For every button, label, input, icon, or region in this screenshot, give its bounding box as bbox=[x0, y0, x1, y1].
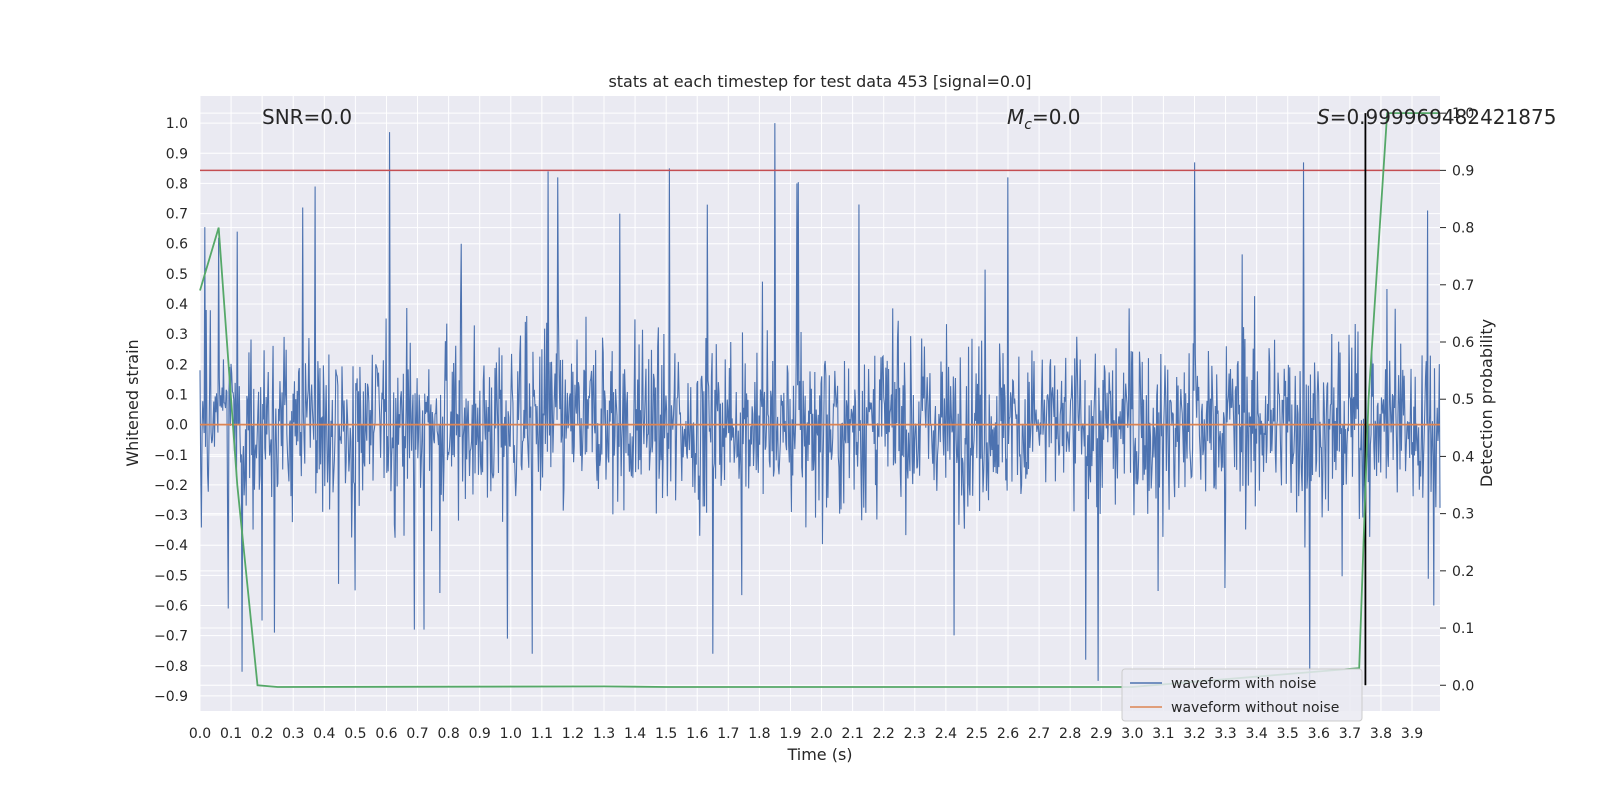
x-tick-label: 2.3 bbox=[904, 726, 926, 742]
y-tick-label: 0.8 bbox=[166, 176, 188, 192]
legend-label-clean: waveform without noise bbox=[1171, 700, 1339, 716]
x-tick-label: 3.4 bbox=[1246, 726, 1268, 742]
y2-tick-label: 0.7 bbox=[1452, 278, 1474, 294]
x-tick-label: 1.3 bbox=[593, 726, 615, 742]
x-tick-label: 3.6 bbox=[1308, 726, 1330, 742]
x-tick-label: 1.0 bbox=[500, 726, 522, 742]
y-tick-label: −0.3 bbox=[154, 508, 188, 524]
y-tick-label: −0.9 bbox=[154, 689, 188, 705]
x-tick-label: 3.2 bbox=[1183, 726, 1205, 742]
legend-label-noise: waveform with noise bbox=[1171, 676, 1316, 692]
legend: waveform with noise waveform without noi… bbox=[1121, 668, 1363, 722]
y2-tick-label: 0.1 bbox=[1452, 621, 1474, 637]
y-tick-label: −0.1 bbox=[154, 448, 188, 464]
y2-axis-label: Detection probability bbox=[1477, 319, 1496, 487]
annotation-score: S=0.999969482421875 bbox=[1317, 105, 1556, 129]
annotation-s-value: =0.999969482421875 bbox=[1330, 105, 1557, 129]
reference-lines bbox=[200, 113, 1440, 686]
x-tick-label: 1.8 bbox=[748, 726, 770, 742]
x-tick-label: 0.2 bbox=[251, 726, 273, 742]
x-tick-label: 0.1 bbox=[220, 726, 242, 742]
x-tick-label: 3.7 bbox=[1339, 726, 1361, 742]
annotation-mc-symbol: M bbox=[1007, 105, 1024, 129]
y2-tick-label: 0.0 bbox=[1452, 678, 1474, 694]
annotation-mc-value: =0.0 bbox=[1032, 105, 1081, 129]
x-tick-label: 3.5 bbox=[1277, 726, 1299, 742]
y-tick-label: −0.5 bbox=[154, 568, 188, 584]
annotation-snr: SNR=0.0 bbox=[262, 105, 352, 129]
y-tick-label: 0.9 bbox=[166, 146, 188, 162]
y2-axis-ticks: 0.0 0.1 0.2 0.3 0.4 0.5 0.6 0.7 0.8 0.9 1.0 bbox=[1440, 106, 1474, 694]
x-tick-label: 0.6 bbox=[375, 726, 397, 742]
y2-tick-label: 1.0 bbox=[1452, 106, 1474, 122]
y-tick-label: 1.0 bbox=[166, 116, 188, 132]
x-tick-label: 0.4 bbox=[313, 726, 335, 742]
probability-line bbox=[199, 112, 1440, 688]
y-tick-label: −0.4 bbox=[154, 538, 188, 554]
x-tick-label: 1.1 bbox=[531, 726, 553, 742]
y-tick-label: −0.8 bbox=[154, 659, 188, 675]
annotation-chirp-mass: Mc=0.0 bbox=[1007, 105, 1081, 133]
x-tick-label: 2.2 bbox=[873, 726, 895, 742]
x-tick-label: 2.8 bbox=[1059, 726, 1081, 742]
y-axis-ticks: −0.9 −0.8 −0.7 −0.6 −0.5 −0.4 −0.3 −0.2 −0.1 0.0 0… bbox=[154, 116, 188, 705]
x-tick-label: 2.1 bbox=[841, 726, 863, 742]
y2-tick-label: 0.3 bbox=[1452, 507, 1474, 523]
x-tick-label: 0.0 bbox=[189, 726, 211, 742]
x-tick-label: 1.5 bbox=[655, 726, 677, 742]
x-tick-label: 1.7 bbox=[717, 726, 739, 742]
y-tick-label: 0.3 bbox=[166, 327, 188, 343]
x-tick-label: 3.9 bbox=[1401, 726, 1423, 742]
chart-title: stats at each timestep for test data 453… bbox=[608, 72, 1031, 91]
y-tick-label: −0.2 bbox=[154, 478, 188, 494]
y-tick-label: 0.4 bbox=[166, 297, 188, 313]
annotation-s-symbol: S bbox=[1317, 105, 1330, 129]
y2-tick-label: 0.8 bbox=[1452, 221, 1474, 237]
x-tick-label: 3.0 bbox=[1121, 726, 1143, 742]
x-tick-label: 2.6 bbox=[997, 726, 1019, 742]
y-tick-label: 0.6 bbox=[166, 237, 188, 253]
x-tick-label: 0.8 bbox=[437, 726, 459, 742]
x-tick-label: 3.1 bbox=[1152, 726, 1174, 742]
x-tick-label: 0.9 bbox=[469, 726, 491, 742]
x-tick-label: 1.9 bbox=[779, 726, 801, 742]
y-tick-label: 0.7 bbox=[166, 207, 188, 223]
y2-tick-label: 0.9 bbox=[1452, 163, 1474, 179]
y2-tick-label: 0.5 bbox=[1452, 392, 1474, 408]
x-tick-label: 2.5 bbox=[966, 726, 988, 742]
legend-box bbox=[1121, 668, 1363, 722]
x-tick-label: 1.6 bbox=[686, 726, 708, 742]
x-tick-label: 3.8 bbox=[1370, 726, 1392, 742]
y-tick-label: −0.6 bbox=[154, 598, 188, 614]
x-axis-ticks: 0.0 0.1 0.2 0.3 0.4 0.5 0.6 0.7 0.8 0.9 1.0 1.1 1.2 1… bbox=[189, 726, 1423, 742]
y-tick-label: 0.0 bbox=[166, 418, 188, 434]
y-tick-label: 0.2 bbox=[166, 357, 188, 373]
y-tick-label: −0.7 bbox=[154, 629, 188, 645]
y-tick-label: 0.1 bbox=[166, 387, 188, 403]
x-tick-label: 2.7 bbox=[1028, 726, 1050, 742]
x-axis-label: Time (s) bbox=[786, 745, 852, 764]
x-tick-label: 2.0 bbox=[810, 726, 832, 742]
y-axis-label: Whitened strain bbox=[123, 339, 142, 466]
x-tick-label: 2.9 bbox=[1090, 726, 1112, 742]
annotation-mc-subscript: c bbox=[1024, 117, 1032, 133]
y2-tick-label: 0.2 bbox=[1452, 564, 1474, 580]
x-tick-label: 2.4 bbox=[935, 726, 957, 742]
x-tick-label: 1.4 bbox=[624, 726, 646, 742]
x-tick-label: 0.5 bbox=[344, 726, 366, 742]
y2-tick-label: 0.6 bbox=[1452, 335, 1474, 351]
y2-tick-label: 0.4 bbox=[1452, 449, 1474, 465]
x-tick-label: 3.3 bbox=[1214, 726, 1236, 742]
x-tick-label: 0.3 bbox=[282, 726, 304, 742]
x-tick-label: 0.7 bbox=[406, 726, 428, 742]
series-detection-probability bbox=[199, 112, 1440, 688]
x-tick-label: 1.2 bbox=[562, 726, 584, 742]
y-tick-label: 0.5 bbox=[166, 267, 188, 283]
